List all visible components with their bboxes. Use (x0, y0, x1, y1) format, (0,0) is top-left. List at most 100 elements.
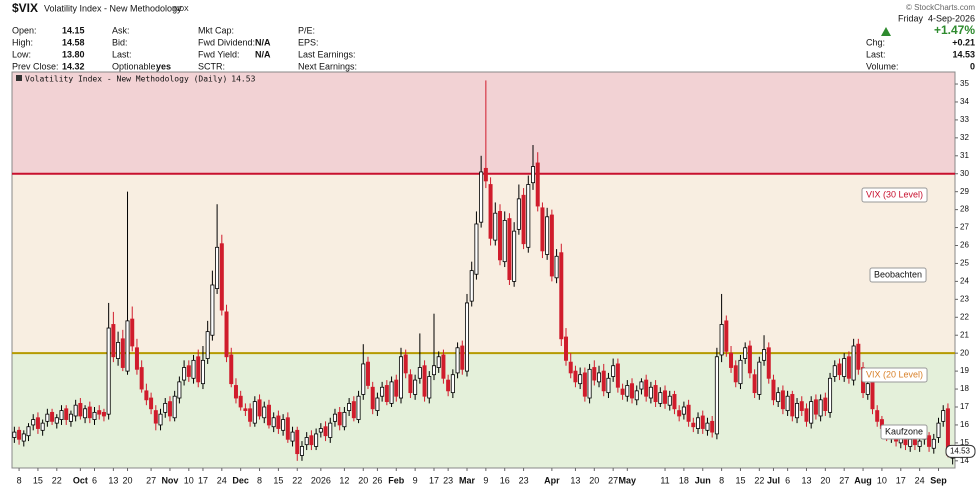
candle-body (733, 365, 738, 383)
candle-body (73, 404, 78, 417)
annotation: Kaufzone (880, 424, 928, 440)
candle-body (26, 426, 31, 437)
candle-body (804, 408, 809, 422)
x-tick-label: 24 (915, 475, 925, 485)
candle-body (87, 406, 92, 419)
candle-body (653, 385, 658, 403)
x-tick-label: 17 (429, 475, 439, 485)
y-tick-label: 34 (960, 97, 969, 106)
candle-body (172, 395, 177, 419)
field-label: Last: (112, 49, 132, 59)
candle-body (724, 320, 729, 352)
x-tick-label: 27 (839, 475, 849, 485)
candle-body (111, 324, 116, 358)
candle-body (365, 361, 370, 386)
candle-body (771, 379, 776, 401)
candle-body (394, 379, 399, 397)
candle-body (106, 327, 111, 415)
candle-body (705, 422, 710, 431)
candle-body (356, 395, 361, 420)
legend-icon (16, 75, 22, 81)
candle-body (875, 410, 880, 422)
candle-body (507, 218, 512, 280)
candle-body (620, 388, 625, 395)
candle-body (413, 379, 418, 395)
candle-body (762, 349, 767, 361)
candle-body (455, 347, 460, 374)
level-label: VIX (20 Level) (861, 367, 928, 383)
candle-body (540, 207, 545, 252)
candle-body (200, 359, 205, 385)
candle-body (40, 422, 45, 431)
y-tick-label: 24 (960, 277, 969, 286)
candle-body (351, 401, 356, 419)
x-tick-label: 22 (292, 475, 302, 485)
candle-body (35, 417, 40, 429)
x-tick-label: Oct (73, 475, 88, 485)
candle-body (427, 376, 432, 399)
candle-body (483, 167, 488, 182)
candle-body (667, 395, 672, 406)
candle-body (125, 320, 130, 372)
candle-body (299, 446, 304, 456)
candle-body (436, 356, 441, 368)
candle-body (314, 433, 319, 447)
candle-body (757, 361, 762, 395)
candle-body (592, 367, 597, 381)
candle-body (370, 386, 375, 410)
last-price-tag (945, 444, 976, 458)
candle-body (238, 395, 243, 408)
y-tick-label: 14 (960, 456, 969, 465)
candle-body (479, 171, 484, 223)
x-tick-label: 24 (217, 475, 227, 485)
y-tick-label: 32 (960, 133, 969, 142)
x-tick-label: Dec (232, 475, 249, 485)
field-label: Open: (12, 25, 37, 35)
candle-body (644, 379, 649, 397)
candle-body (158, 413, 163, 426)
field-value: N/A (255, 37, 271, 47)
y-tick-label: 29 (960, 187, 969, 196)
candle-body (738, 359, 743, 385)
change-percent: +1.47% (934, 23, 975, 37)
candle-body (177, 381, 182, 399)
x-tick-label: 18 (679, 475, 689, 485)
candle-body (488, 184, 493, 239)
candle-body (601, 370, 606, 392)
last-price-label: 14.53 (950, 446, 971, 455)
candle-body (856, 343, 861, 370)
candle-body (865, 383, 870, 395)
candle-body (714, 356, 719, 435)
candle-body (917, 440, 922, 447)
candle-body (248, 408, 253, 422)
candle-body (795, 403, 800, 419)
credit: © StockCharts.com (906, 3, 975, 12)
field-value: N/A (255, 49, 271, 59)
candle-body (677, 410, 682, 417)
candle-body (398, 356, 403, 399)
quote-label: Chg: (866, 37, 885, 47)
candle-body (648, 386, 653, 399)
field-label: P/E: (298, 25, 315, 35)
x-tick-label: Nov (161, 475, 178, 485)
y-tick-label: 19 (960, 366, 969, 375)
candle-body (719, 324, 724, 356)
candle-body (59, 410, 64, 420)
candle-body (587, 368, 592, 399)
field-label: Low: (12, 49, 31, 59)
candle-body (196, 356, 201, 383)
candle-body (672, 394, 677, 410)
level-label-text: VIX (30 Level) (866, 189, 923, 199)
candle-body (153, 410, 158, 424)
candle-body (747, 345, 752, 374)
field-label: Prev Close: (12, 61, 59, 71)
candle-body (597, 372, 602, 383)
candle-body (78, 403, 83, 417)
symbol: $VIX (12, 1, 38, 15)
x-tick-label: 16 (500, 475, 510, 485)
candle-body (144, 390, 149, 401)
candle-body (837, 363, 842, 376)
annotation-text: Kaufzone (885, 426, 923, 436)
candle-body (545, 216, 550, 255)
candle-body (97, 410, 102, 415)
